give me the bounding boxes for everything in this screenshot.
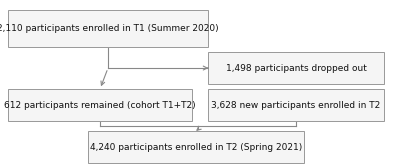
FancyBboxPatch shape	[88, 131, 304, 163]
Text: 3,628 new participants enrolled in T2: 3,628 new participants enrolled in T2	[211, 100, 381, 110]
Text: 1,498 participants dropped out: 1,498 participants dropped out	[226, 64, 366, 73]
Text: 2,110 participants enrolled in T1 (Summer 2020): 2,110 participants enrolled in T1 (Summe…	[0, 24, 219, 33]
FancyBboxPatch shape	[8, 10, 208, 47]
FancyBboxPatch shape	[208, 89, 384, 121]
FancyBboxPatch shape	[8, 89, 192, 121]
Text: 4,240 participants enrolled in T2 (Spring 2021): 4,240 participants enrolled in T2 (Sprin…	[90, 142, 302, 152]
FancyBboxPatch shape	[208, 52, 384, 84]
Text: 612 participants remained (cohort T1+T2): 612 participants remained (cohort T1+T2)	[4, 100, 196, 110]
